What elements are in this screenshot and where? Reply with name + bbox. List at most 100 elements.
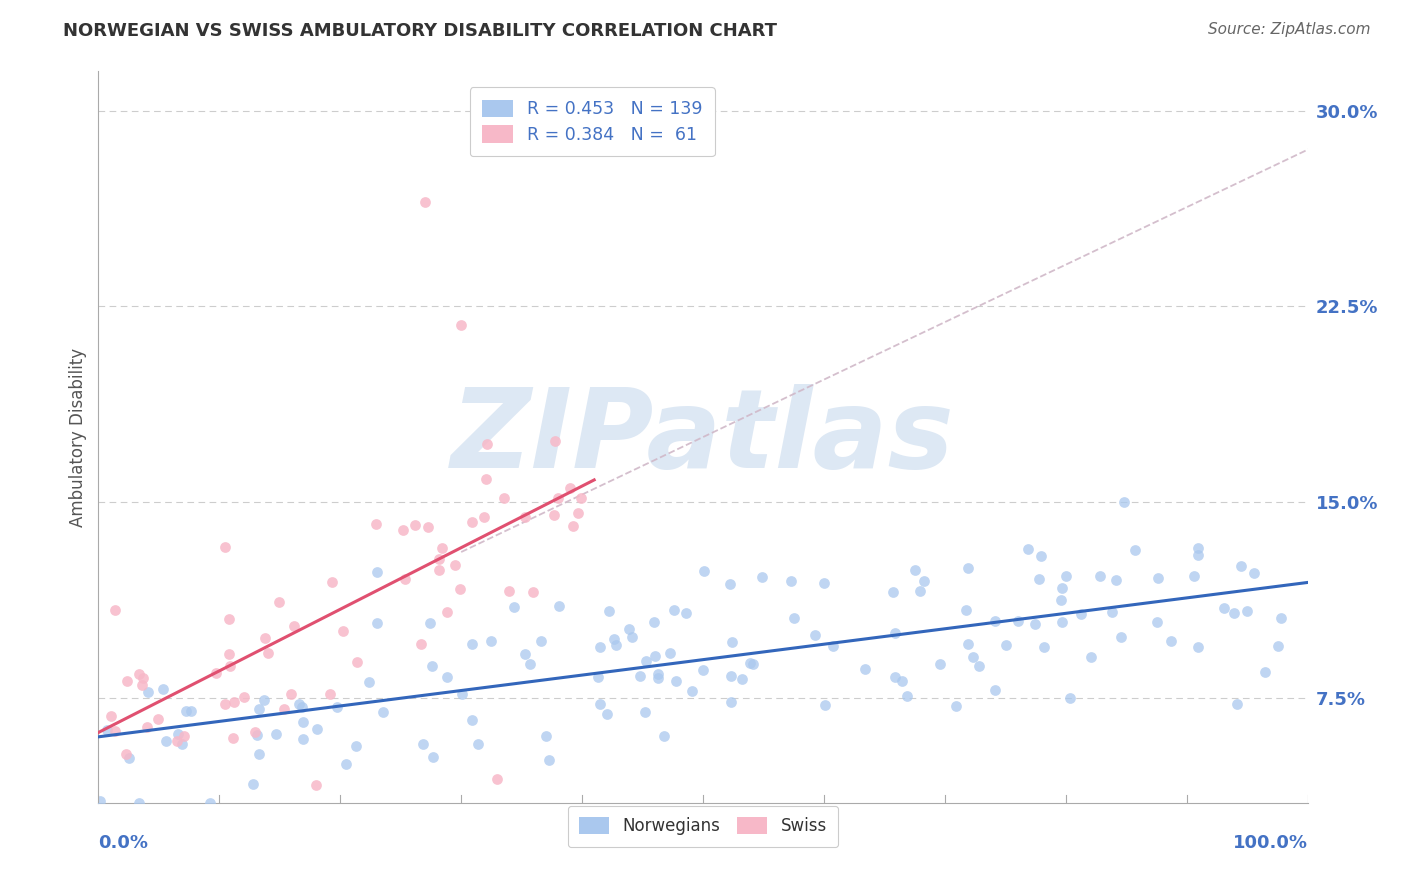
Point xyxy=(967,659,990,673)
Point xyxy=(319,687,342,701)
Point xyxy=(287,698,309,712)
Text: 100.0%: 100.0% xyxy=(1233,834,1308,852)
Point xyxy=(450,318,472,332)
Point xyxy=(718,576,741,591)
Point xyxy=(419,615,441,630)
Point xyxy=(273,702,295,716)
Point xyxy=(394,572,416,586)
Point xyxy=(219,658,242,673)
Point xyxy=(128,796,150,810)
Point xyxy=(561,518,583,533)
Point xyxy=(896,689,918,703)
Point xyxy=(326,699,349,714)
Point xyxy=(738,657,761,671)
Point xyxy=(305,778,328,792)
Point xyxy=(253,632,276,646)
Point xyxy=(605,638,627,652)
Point xyxy=(644,648,666,663)
Point xyxy=(420,659,443,673)
Point xyxy=(955,602,977,616)
Point xyxy=(243,725,266,739)
Point xyxy=(1080,649,1102,664)
Point xyxy=(782,611,804,625)
Point xyxy=(1059,691,1081,706)
Point xyxy=(132,671,155,685)
Point xyxy=(115,747,138,761)
Point xyxy=(305,723,328,737)
Point xyxy=(253,693,276,707)
Point xyxy=(779,574,801,588)
Point xyxy=(1147,571,1170,585)
Point xyxy=(957,561,980,575)
Point xyxy=(432,541,454,555)
Point xyxy=(912,574,935,588)
Point xyxy=(547,491,569,506)
Point xyxy=(1024,617,1046,632)
Point xyxy=(96,723,118,738)
Point xyxy=(983,614,1005,628)
Point xyxy=(117,673,139,688)
Point xyxy=(321,574,343,589)
Point xyxy=(247,702,270,716)
Point xyxy=(692,664,714,678)
Point xyxy=(364,516,387,531)
Text: ZIPatlas: ZIPatlas xyxy=(451,384,955,491)
Point xyxy=(422,750,444,764)
Point xyxy=(474,472,496,486)
Point xyxy=(1054,569,1077,583)
Point xyxy=(131,678,153,692)
Point xyxy=(522,585,544,599)
Point xyxy=(751,570,773,584)
Point xyxy=(1033,640,1056,655)
Point xyxy=(267,595,290,609)
Point xyxy=(1050,593,1073,607)
Point xyxy=(332,624,354,638)
Point xyxy=(291,731,314,746)
Point xyxy=(429,552,451,566)
Legend: Norwegians, Swiss: Norwegians, Swiss xyxy=(568,805,838,847)
Point xyxy=(536,729,558,743)
Point xyxy=(280,688,302,702)
Point xyxy=(492,491,515,506)
Point xyxy=(449,582,471,596)
Point xyxy=(404,518,426,533)
Point xyxy=(233,690,256,705)
Y-axis label: Ambulatory Disability: Ambulatory Disability xyxy=(69,348,87,526)
Point xyxy=(1230,559,1253,574)
Point xyxy=(427,563,450,577)
Point xyxy=(643,615,665,629)
Point xyxy=(1114,494,1136,508)
Point xyxy=(166,734,188,748)
Point xyxy=(249,747,271,762)
Point xyxy=(1213,600,1236,615)
Point xyxy=(720,669,742,683)
Point xyxy=(136,720,159,734)
Point xyxy=(589,697,612,711)
Point xyxy=(1146,615,1168,629)
Point xyxy=(416,519,439,533)
Point xyxy=(1267,639,1289,653)
Point xyxy=(291,699,314,714)
Point xyxy=(346,739,368,753)
Point xyxy=(823,639,845,653)
Point xyxy=(475,437,498,451)
Point xyxy=(167,727,190,741)
Point xyxy=(1160,634,1182,648)
Point xyxy=(359,674,381,689)
Point xyxy=(172,737,194,751)
Point xyxy=(174,704,197,718)
Point xyxy=(586,670,609,684)
Point xyxy=(148,712,170,726)
Point xyxy=(100,709,122,723)
Point xyxy=(450,687,472,701)
Point xyxy=(543,508,565,522)
Point xyxy=(218,612,240,626)
Point xyxy=(218,648,240,662)
Point xyxy=(444,558,467,572)
Point xyxy=(214,541,236,555)
Point xyxy=(855,662,877,676)
Point xyxy=(502,600,524,615)
Point xyxy=(908,584,931,599)
Point xyxy=(1243,566,1265,580)
Point xyxy=(1028,572,1050,586)
